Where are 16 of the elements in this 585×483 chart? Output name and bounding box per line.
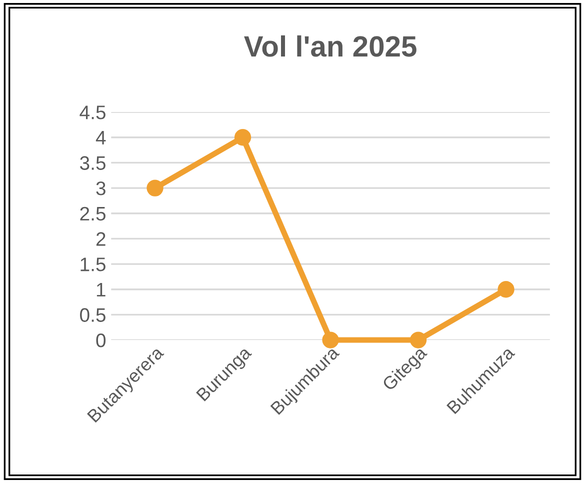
point — [234, 129, 252, 146]
y-tick-label: 0 — [96, 334, 106, 348]
point — [498, 281, 514, 298]
point — [322, 332, 339, 348]
y-tick-label: 2.5 — [80, 206, 106, 221]
y-tick-label: 0.5 — [80, 308, 106, 322]
chart-title: Vol l'an 2025 — [244, 35, 416, 57]
point — [410, 332, 427, 348]
y-tick-label: 4 — [96, 131, 106, 144]
y-tick-label: 4.5 — [80, 106, 106, 120]
y-tick-label: 3.5 — [80, 156, 106, 170]
point — [146, 180, 164, 196]
y-tick-label: 3 — [96, 182, 106, 196]
y-tick-label: 1.5 — [80, 258, 106, 272]
y-tick-label: 2 — [96, 232, 106, 246]
y-tick-label: 1 — [96, 283, 106, 296]
